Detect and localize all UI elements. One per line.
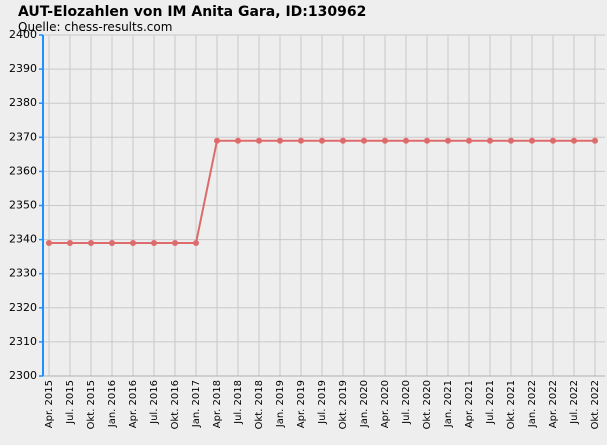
x-tick-label: Apr. 2021 <box>464 380 475 428</box>
data-point <box>487 137 493 144</box>
x-tick-label: Jan. 2020 <box>359 380 370 428</box>
x-tick-label: Okt. 2018 <box>254 380 265 429</box>
y-tick-label: 2310 <box>9 335 37 348</box>
x-tick-label: Jan. 2021 <box>443 380 454 428</box>
data-point <box>151 240 157 247</box>
x-tick-label: Okt. 2020 <box>422 380 433 429</box>
x-tick-label: Apr. 2015 <box>44 380 55 428</box>
data-point <box>67 240 73 247</box>
x-tick-label: Jul. 2015 <box>65 380 76 425</box>
x-tick-label: Okt. 2021 <box>506 380 517 429</box>
data-point <box>109 240 115 247</box>
x-tick-label: Jul. 2016 <box>149 380 160 425</box>
data-point <box>298 137 304 144</box>
data-point <box>382 137 388 144</box>
data-point <box>592 137 598 144</box>
x-tick-label: Apr. 2016 <box>128 380 139 428</box>
data-point <box>466 137 472 144</box>
y-tick-label: 2340 <box>9 233 37 246</box>
y-tick-label: 2390 <box>9 62 37 75</box>
y-tick-label: 2360 <box>9 164 37 177</box>
data-point <box>172 240 178 247</box>
y-tick-label: 2370 <box>9 130 37 143</box>
x-tick-label: Apr. 2022 <box>548 380 559 428</box>
chart-subtitle: Quelle: chess-results.com <box>18 20 172 34</box>
data-point <box>445 137 451 144</box>
data-point <box>340 137 346 144</box>
data-point <box>130 240 136 247</box>
x-tick-label: Jan. 2022 <box>527 380 538 428</box>
data-point <box>508 137 514 144</box>
x-tick-label: Apr. 2018 <box>212 380 223 428</box>
data-point <box>529 137 535 144</box>
x-tick-label: Jan. 2017 <box>191 380 202 428</box>
x-tick-label: Okt. 2022 <box>590 380 601 429</box>
x-tick-label: Okt. 2019 <box>338 380 349 429</box>
x-tick-label: Apr. 2019 <box>296 380 307 428</box>
y-tick-label: 2380 <box>9 96 37 109</box>
x-tick-label: Okt. 2015 <box>86 380 97 429</box>
x-tick-label: Jul. 2019 <box>317 380 328 425</box>
data-point <box>88 240 94 247</box>
x-tick-label: Jan. 2016 <box>107 380 118 428</box>
x-tick-label: Jul. 2020 <box>401 380 412 425</box>
y-tick-label: 2320 <box>9 301 37 314</box>
data-point <box>550 137 556 144</box>
x-tick-label: Jan. 2019 <box>275 380 286 428</box>
data-point <box>403 137 409 144</box>
x-tick-label: Jul. 2021 <box>485 380 496 425</box>
x-tick-label: Okt. 2016 <box>170 380 181 429</box>
data-point <box>277 137 283 144</box>
data-point <box>361 137 367 144</box>
data-point <box>46 240 52 247</box>
y-tick-label: 2350 <box>9 199 37 212</box>
y-tick-label: 2330 <box>9 267 37 280</box>
data-point <box>193 240 199 247</box>
chart-title: AUT-Elozahlen von IM Anita Gara, ID:1309… <box>18 4 366 20</box>
x-tick-label: Jul. 2018 <box>233 380 244 425</box>
x-tick-label: Jul. 2022 <box>569 380 580 425</box>
data-point <box>235 137 241 144</box>
data-point <box>256 137 262 144</box>
data-point <box>319 137 325 144</box>
data-point <box>571 137 577 144</box>
y-tick-label: 2300 <box>9 369 37 382</box>
y-tick-label: 2400 <box>9 28 37 41</box>
x-tick-label: Apr. 2020 <box>380 380 391 428</box>
data-point <box>424 137 430 144</box>
data-point <box>214 137 220 144</box>
